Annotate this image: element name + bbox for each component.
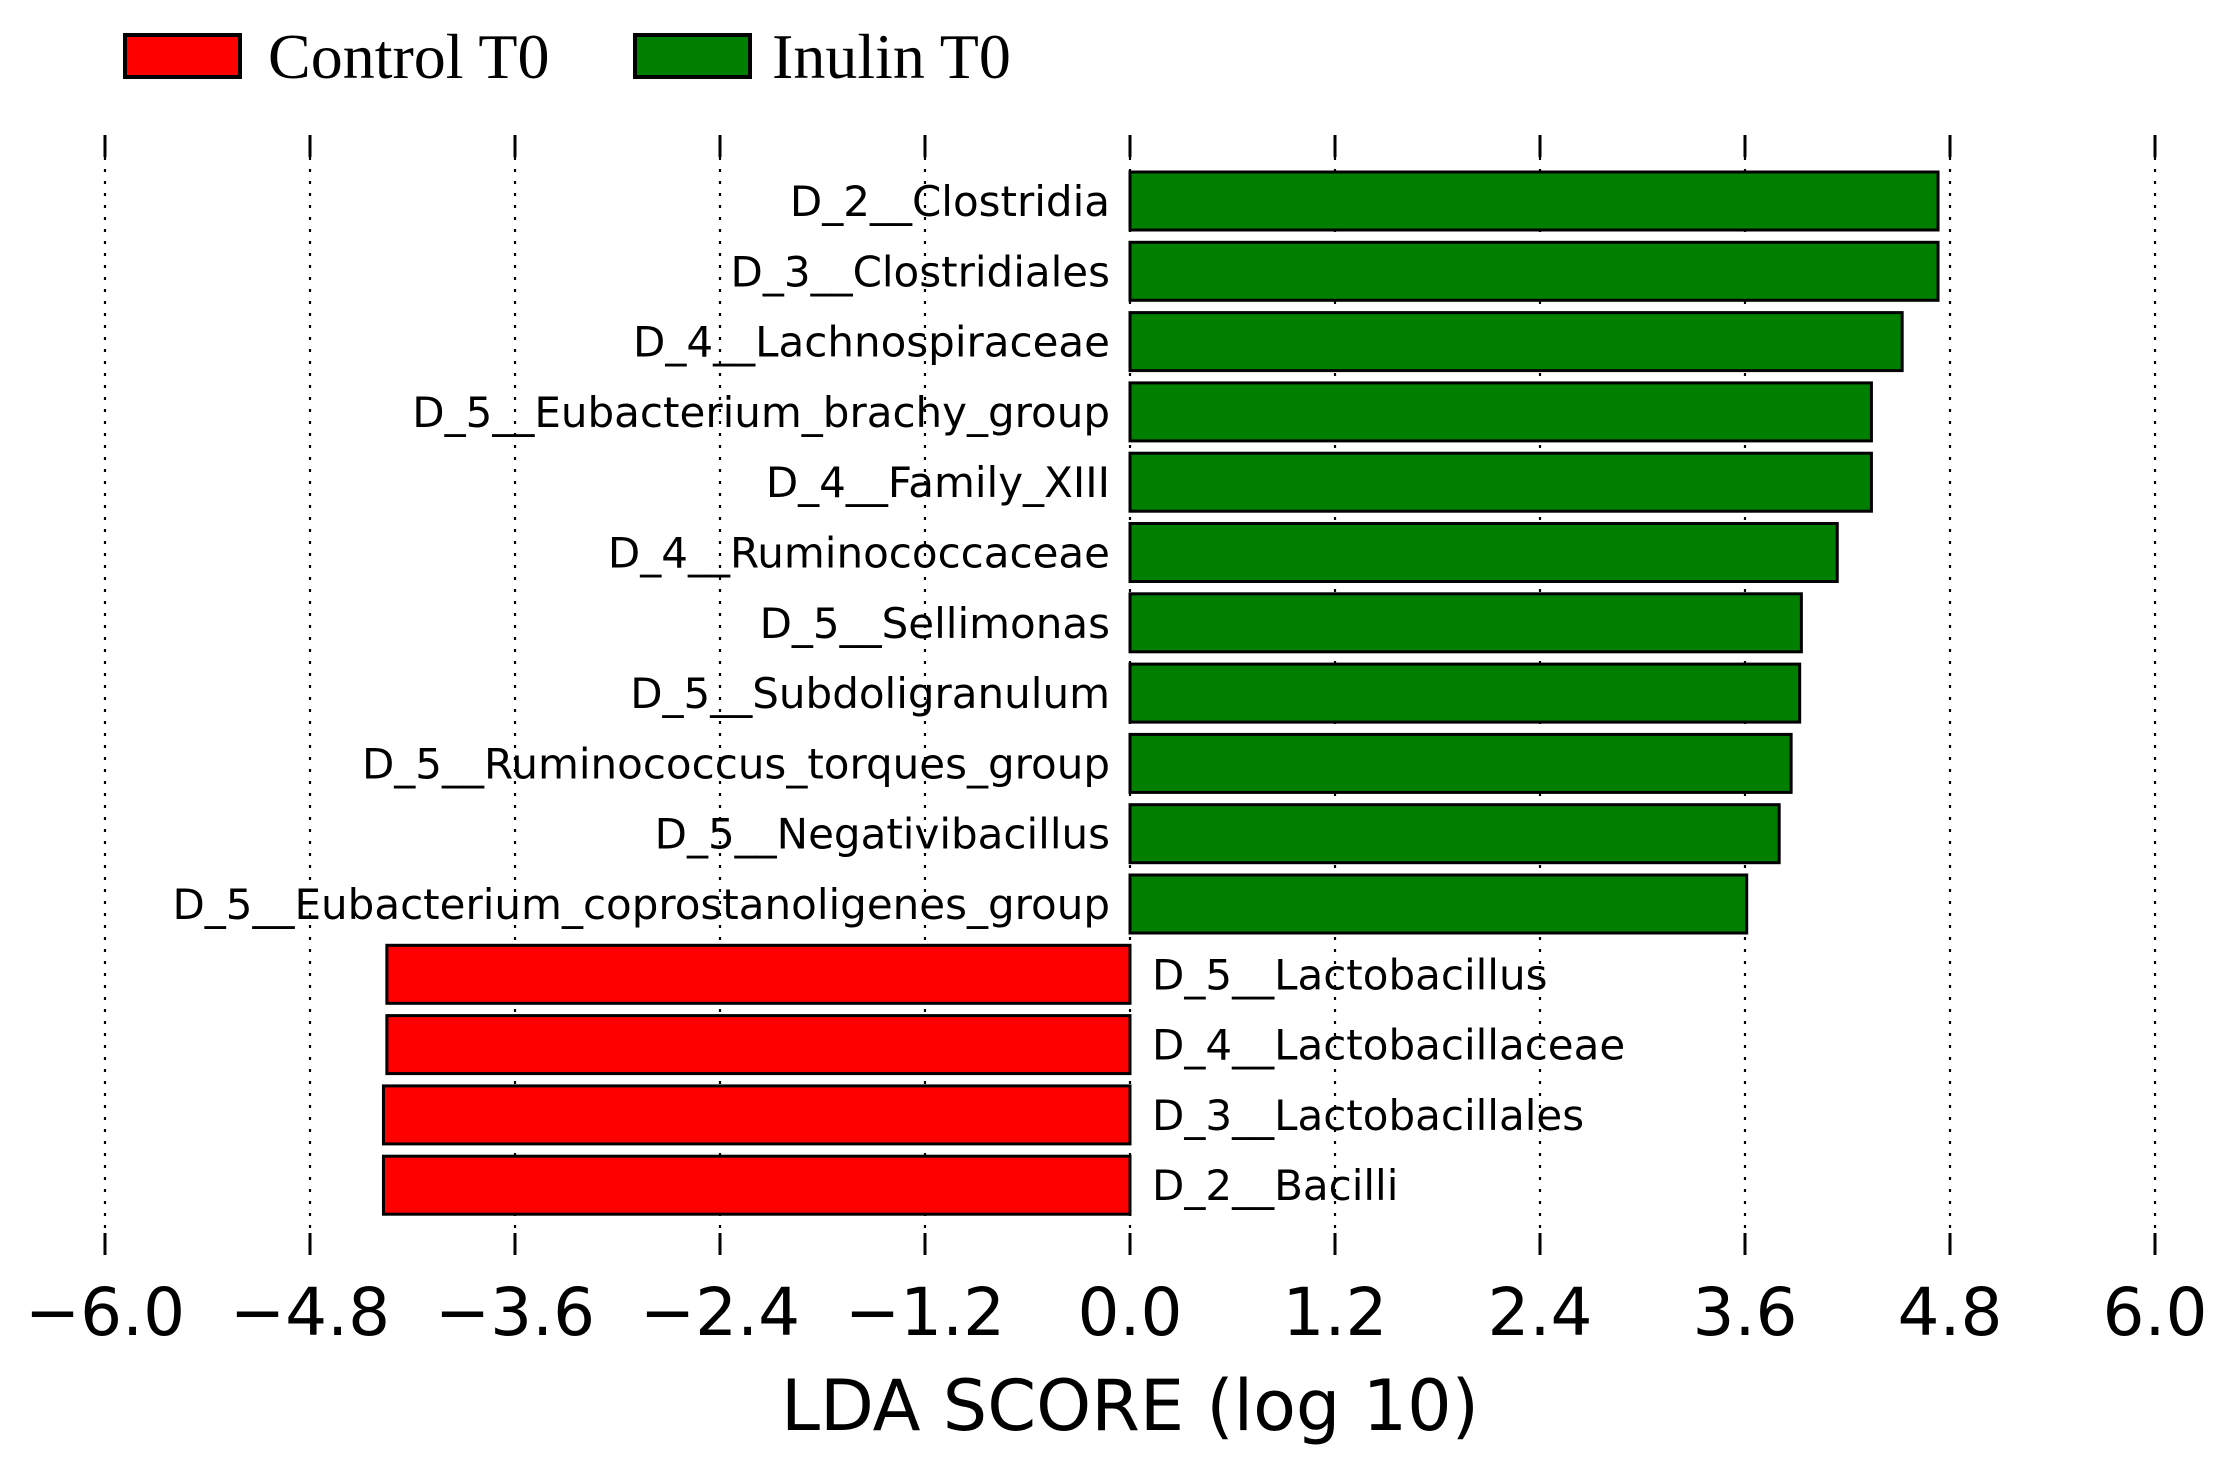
x-axis: −6.0 −4.8 −3.6 −2.4 −1.2 0.0 1.2 2.4 3.6 4.8 6.0 <box>25 1274 2208 1351</box>
bar-label: D_5__Subdoligranulum <box>630 669 1110 718</box>
bar-label: D_5__Sellimonas <box>760 599 1110 648</box>
bar <box>1128 311 1904 373</box>
x-tick-label: −4.8 <box>230 1274 390 1351</box>
bar-label: D_5__Eubacterium_coprostanoligenes_group <box>172 880 1110 929</box>
legend-label: Inulin T0 <box>772 21 1011 92</box>
x-tick-label: −1.2 <box>845 1274 1005 1351</box>
bar <box>385 943 1132 1005</box>
bar-labels: D_2__Clostridia D_3__Clostridiales D_4__La… <box>172 177 1625 1210</box>
bar <box>381 1084 1132 1146</box>
bar-label: D_5__Eubacterium_brachy_group <box>412 388 1110 437</box>
bar-label: D_4__Lachnospiraceae <box>633 318 1110 367</box>
x-tick-label: 4.8 <box>1898 1274 2003 1351</box>
bar-label: D_5__Ruminococcus_torques_group <box>362 739 1110 788</box>
bar <box>381 1154 1132 1216</box>
legend-swatch <box>633 33 752 79</box>
bar <box>1128 592 1803 654</box>
bar <box>1128 662 1802 724</box>
bar-label: D_3__Clostridiales <box>731 247 1111 296</box>
legend: Control T0 Inulin T0 <box>123 21 1011 92</box>
bar <box>1128 170 1940 232</box>
bar <box>1128 873 1749 935</box>
x-tick-label: 2.4 <box>1488 1274 1593 1351</box>
bar <box>385 1014 1132 1076</box>
bar-label: D_5__Negativibacillus <box>655 810 1110 859</box>
bar <box>1128 732 1793 794</box>
x-tick-label: −6.0 <box>25 1274 185 1351</box>
x-tick-label: 1.2 <box>1283 1274 1388 1351</box>
legend-label: Control T0 <box>268 21 550 92</box>
bar <box>1128 240 1940 302</box>
bar <box>1128 451 1873 513</box>
bars <box>381 170 1940 1216</box>
bar-label: D_4__Ruminococcaceae <box>608 529 1110 578</box>
x-tick-label: 3.6 <box>1693 1274 1798 1351</box>
bar <box>1128 803 1781 865</box>
bar-label: D_5__Lactobacillus <box>1152 950 1547 999</box>
bar-label: D_4__Family_XIII <box>766 458 1110 507</box>
bar <box>1128 381 1873 443</box>
bar-label: D_3__Lactobacillales <box>1152 1091 1584 1140</box>
legend-swatch <box>123 33 242 79</box>
bar-label: D_2__Clostridia <box>790 177 1110 226</box>
bar <box>1128 522 1839 583</box>
grid-lines <box>103 135 2157 1255</box>
x-tick-label: 0.0 <box>1078 1274 1183 1351</box>
x-tick-label: −3.6 <box>435 1274 595 1351</box>
x-axis-title: LDA SCORE (log 10) <box>781 1365 1479 1447</box>
x-tick-label: −2.4 <box>640 1274 800 1351</box>
x-tick-label: 6.0 <box>2103 1274 2208 1351</box>
bar-label: D_2__Bacilli <box>1152 1161 1398 1210</box>
bar-label: D_4__Lactobacillaceae <box>1152 1021 1625 1070</box>
